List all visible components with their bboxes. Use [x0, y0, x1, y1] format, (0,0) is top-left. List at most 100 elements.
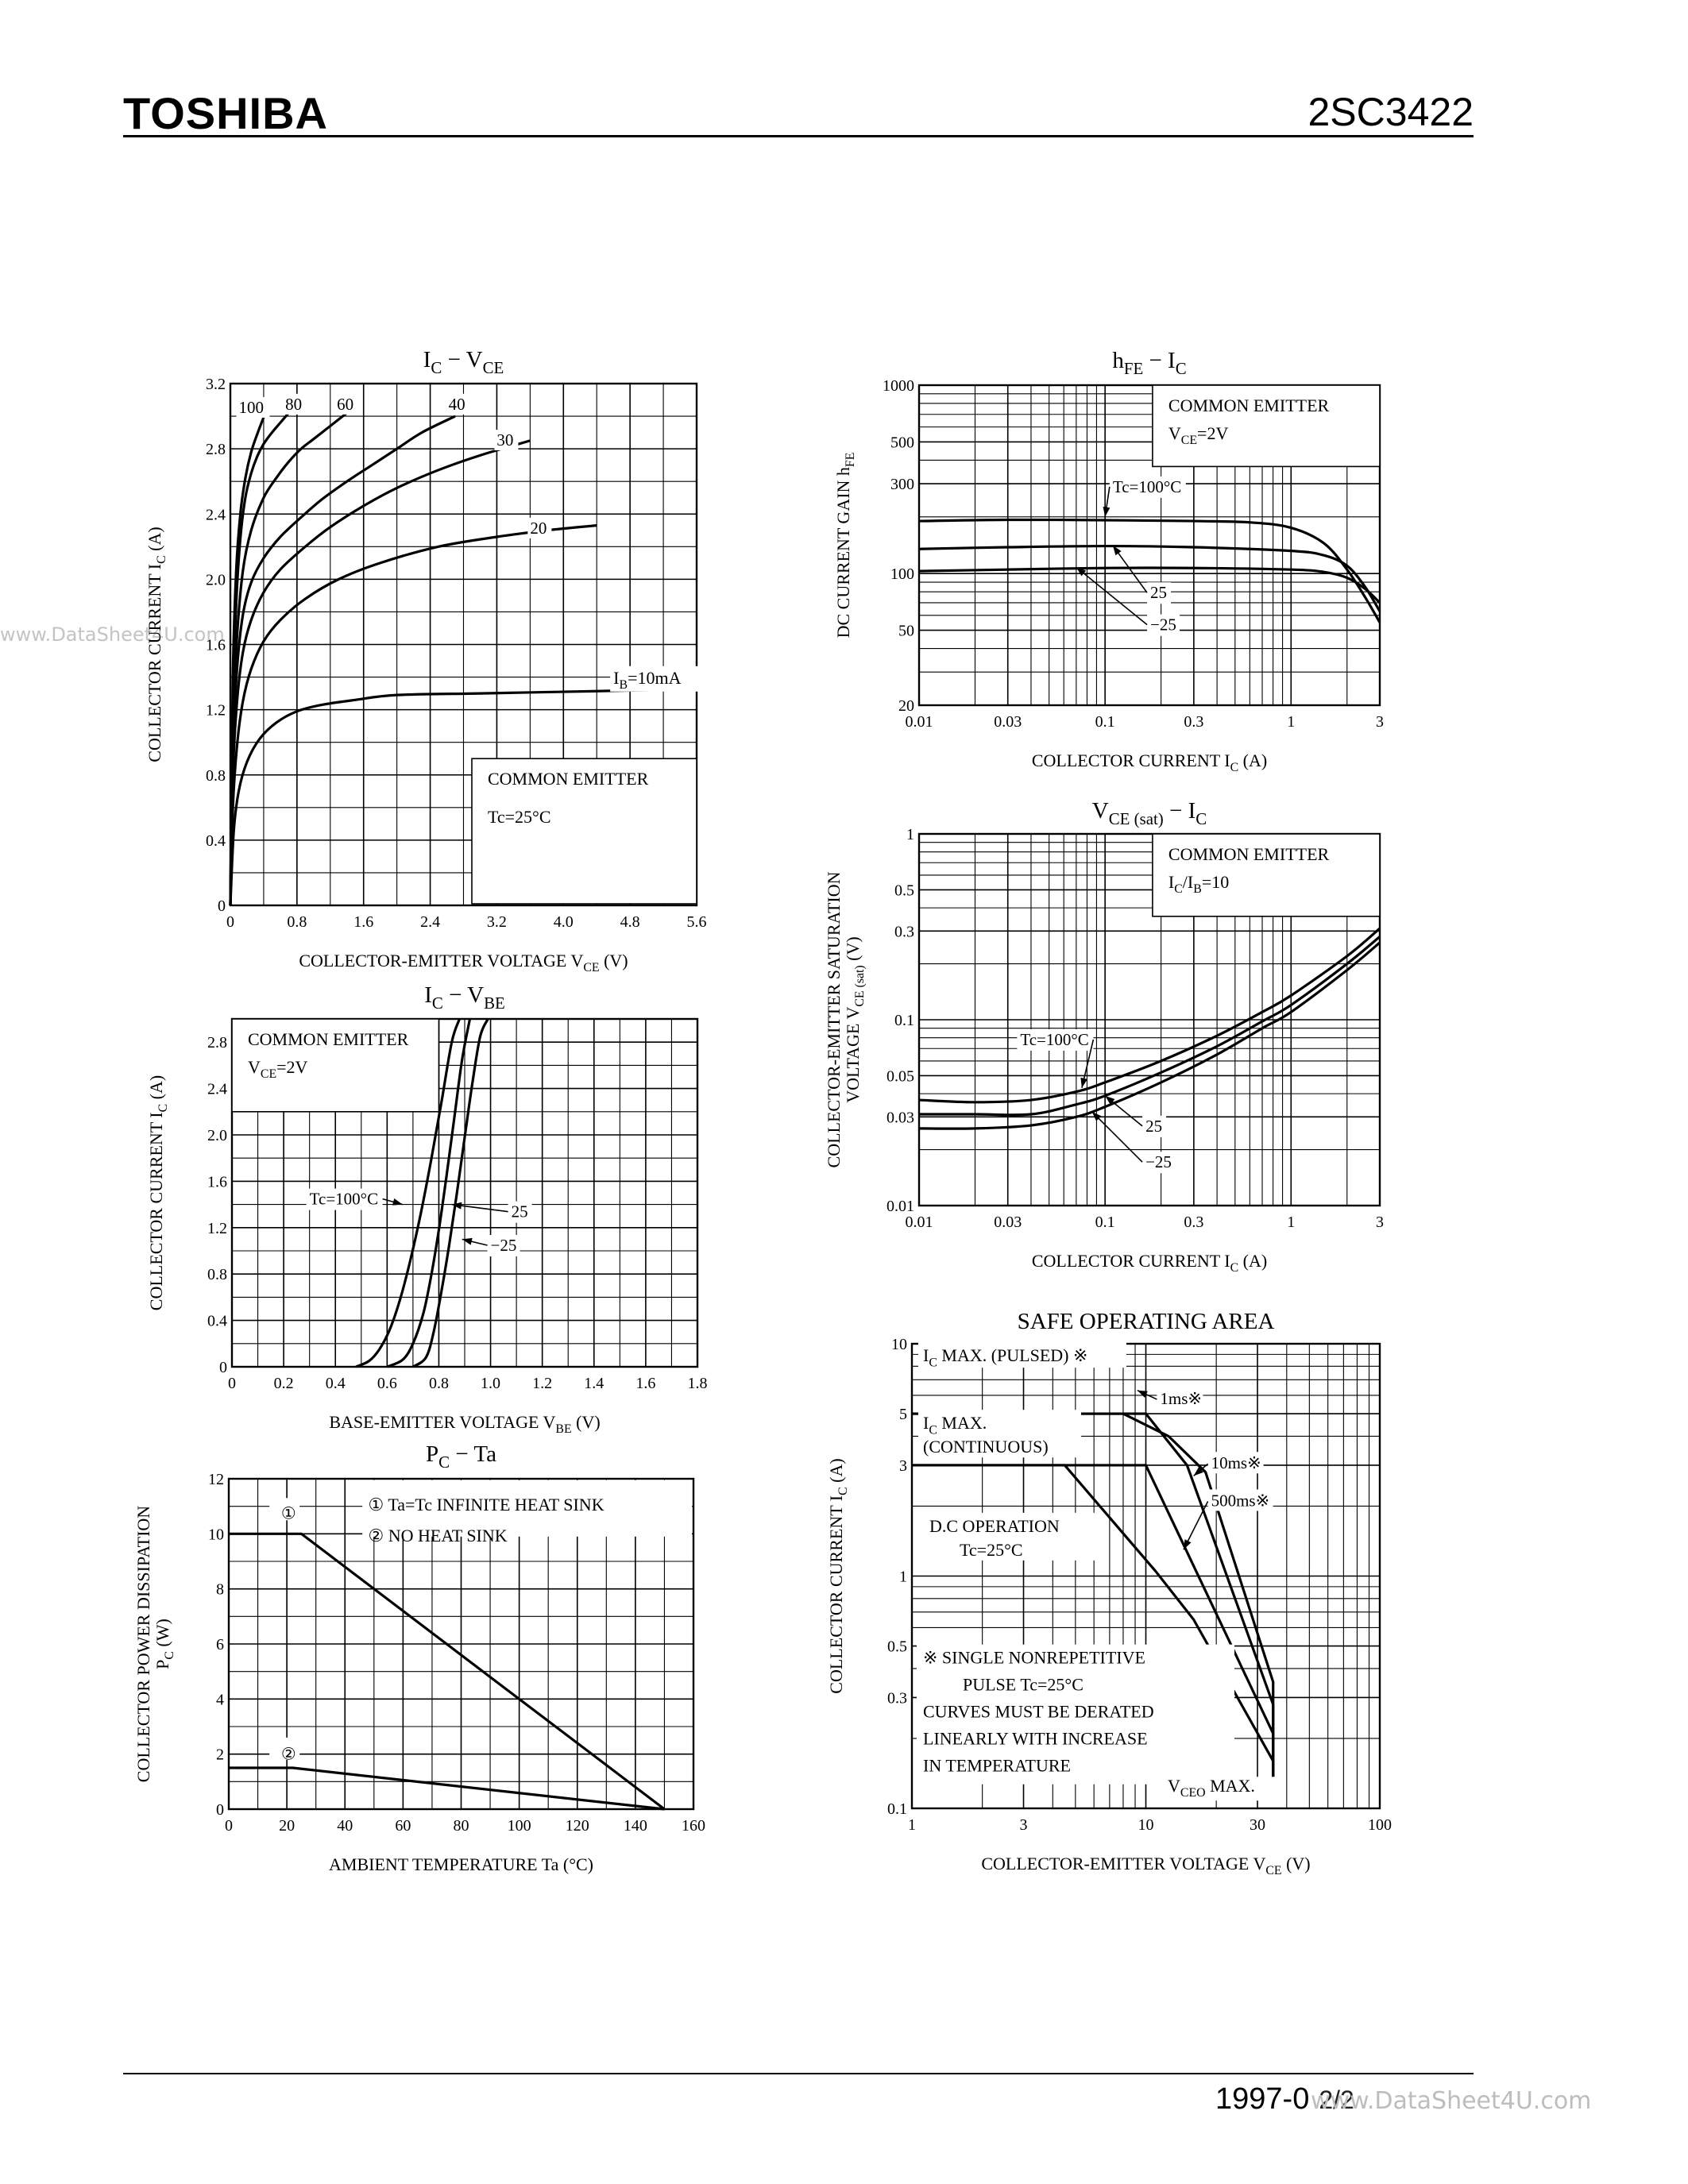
x-tick-label: 60: [395, 1817, 411, 1835]
chart-title: PC − Ta: [426, 1441, 496, 1472]
series-①: [229, 1532, 666, 1811]
x-tick-label: 1.8: [688, 1375, 708, 1392]
annotation-label: Tc=100°C: [310, 1190, 378, 1209]
y-tick-label: 50: [898, 623, 914, 640]
series-25: [918, 936, 1381, 1117]
x-axis-label: BASE-EMITTER VOLTAGE VBE (V): [329, 1412, 600, 1436]
y-tick-label: 10: [208, 1526, 224, 1543]
y-tick-label: 0.5: [887, 1638, 907, 1656]
arrowhead: [1091, 1111, 1102, 1121]
info-box: [1152, 384, 1381, 468]
y-tick-label: 6: [216, 1636, 224, 1653]
x-tick-label: 3.2: [487, 913, 507, 931]
legend-box: [362, 1480, 692, 1537]
x-tick-label: 0.3: [1184, 1214, 1203, 1231]
y-tick-label: 0.4: [206, 832, 226, 850]
label-backing: [918, 1342, 1126, 1368]
y-tick-label: 0.8: [206, 767, 226, 785]
soa-note-line: PULSE Tc=25°C: [963, 1675, 1083, 1695]
annotation-label: Tc=100°C: [1113, 477, 1181, 496]
soa-dc-label: D.C OPERATION: [929, 1516, 1060, 1536]
y-tick-label: 5: [899, 1406, 907, 1423]
x-tick-label: 160: [682, 1817, 705, 1835]
label-backing: [1165, 1777, 1284, 1801]
annotation-label: −25: [1150, 615, 1176, 635]
x-tick-label: 0.8: [287, 913, 307, 931]
x-tick-label: 1.0: [481, 1375, 500, 1392]
annotation-backing: [1142, 1115, 1167, 1137]
series-group: [229, 1532, 666, 1811]
chart-hfe_ic: 0.01 0.03 0.1 0.3 1 3 20 50 100 300 500 1000 hFE − I…: [833, 348, 1384, 774]
arrowhead: [1193, 1467, 1203, 1476]
x-tick-label: 1.6: [353, 913, 373, 931]
x-tick-label: 20: [279, 1817, 295, 1835]
x-tick-label: 0.8: [429, 1375, 449, 1392]
x-axis-label: COLLECTOR CURRENT IC (A): [1032, 1251, 1267, 1275]
x-tick-label: 140: [624, 1817, 647, 1835]
x-tick-label: 80: [454, 1817, 469, 1835]
x-axis-label: COLLECTOR-EMITTER VOLTAGE VCE (V): [299, 951, 628, 974]
x-tick-label: 0: [228, 1375, 236, 1392]
y-tick-label: 1: [906, 826, 914, 843]
y-tick-label: 0.1: [894, 1012, 914, 1029]
y-tick-label: 2.8: [207, 1034, 227, 1051]
soa-label-1ms: 1ms※: [1160, 1389, 1202, 1408]
label-backing: [918, 1410, 1081, 1458]
x-tick-label: 3: [1376, 713, 1384, 731]
y-axis-label: COLLECTOR CURRENT IC (A): [146, 1075, 170, 1310]
arrowhead: [1112, 545, 1122, 556]
brand-logo: TOSHIBA: [123, 88, 328, 138]
soa-ic-continuous-label-2: (CONTINUOUS): [923, 1437, 1049, 1457]
x-tick-label: 0.01: [906, 713, 933, 731]
annotation-label: 25: [1150, 583, 1167, 602]
series-IB=10mA: [229, 687, 697, 906]
x-tick-label: 0.03: [994, 1214, 1022, 1231]
y-tick-label: 100: [890, 565, 914, 583]
series-label: 60: [337, 395, 353, 414]
y-tick-label: 20: [898, 697, 914, 715]
series-label: IB=10mA: [613, 668, 681, 692]
y-tick-label: 8: [216, 1581, 224, 1599]
y-tick-label: 1.6: [207, 1173, 227, 1190]
x-tick-label: 0.03: [994, 713, 1022, 731]
x-tick-label: 4.8: [620, 913, 640, 931]
y-axis-label: COLLECTOR CURRENT IC (A): [826, 1458, 850, 1693]
x-tick-label: 120: [566, 1817, 589, 1835]
y-tick-label: 3.2: [206, 376, 226, 393]
x-tick-label: 40: [337, 1817, 353, 1835]
info-box: [471, 758, 697, 905]
series-−25: [918, 941, 1381, 1130]
part-number: 2SC3422: [1308, 90, 1474, 134]
plot-frame: [917, 832, 1381, 1207]
legend-entry: ① Ta=Tc INFINITE HEAT SINK: [369, 1495, 605, 1515]
x-tick-label: 1.4: [584, 1375, 604, 1392]
header-rule: [123, 135, 1474, 137]
arrowhead: [462, 1237, 473, 1245]
marker-backing: [269, 1737, 300, 1760]
legend-entry: ② NO HEAT SINK: [369, 1526, 508, 1545]
y-axis-label: COLLECTOR POWER DISSIPATION: [133, 1506, 153, 1782]
chart-title: VCE (sat) − IC: [1092, 798, 1207, 828]
annotation-leader: [1091, 1111, 1143, 1163]
soa-label-10ms: 10ms※: [1211, 1453, 1261, 1472]
info-box: [1152, 833, 1381, 917]
series-80: [229, 411, 290, 906]
series-25: [386, 1018, 472, 1368]
x-axis-label: AMBIENT TEMPERATURE Ta (°C): [329, 1854, 593, 1874]
soa-note-line: ※ SINGLE NONREPETITIVE: [923, 1648, 1145, 1668]
watermark-left: www.DataSheet4U.com: [0, 623, 225, 646]
series-D.C OPERATION: [912, 1464, 1275, 1782]
annotation-label: Tc=100°C: [1020, 1030, 1088, 1049]
x-tick-label: 0.3: [1184, 713, 1203, 731]
soa-label-500ms: 500ms※: [1211, 1491, 1270, 1510]
y-tick-label: 2.0: [207, 1127, 227, 1144]
marker-backing: [269, 1498, 300, 1521]
arrowhead: [1076, 567, 1087, 577]
info-box-line: COMMON EMITTER: [488, 769, 649, 789]
y-tick-label: 0.8: [207, 1266, 227, 1283]
x-tick-label: 100: [1368, 1816, 1392, 1834]
x-tick-label: 3: [1020, 1816, 1028, 1834]
plot-frame: [227, 1477, 695, 1811]
series-group: [355, 1018, 489, 1368]
